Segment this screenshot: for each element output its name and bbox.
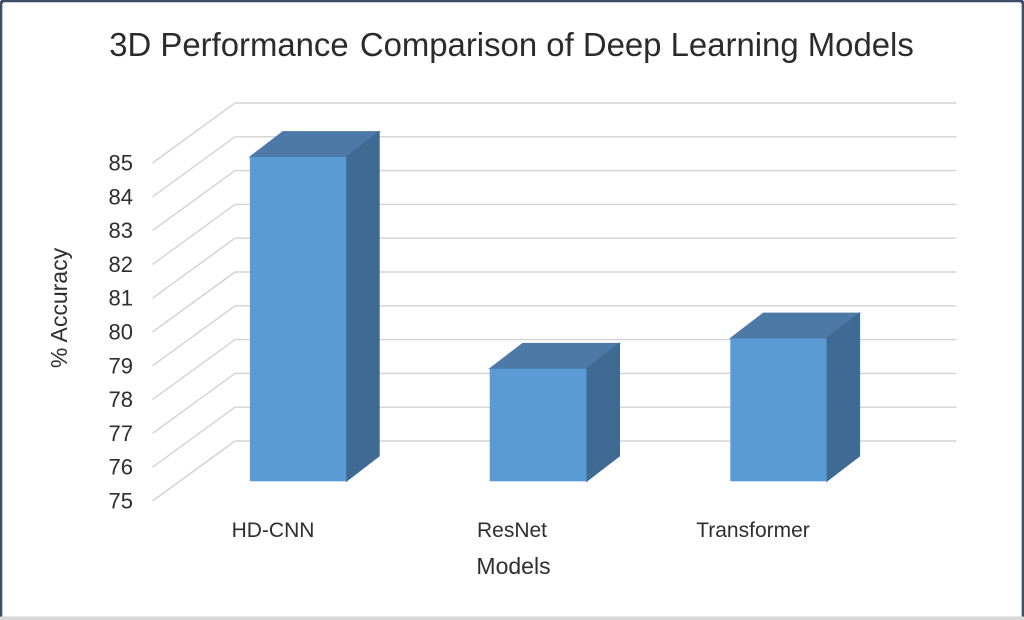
svg-text:81: 81 xyxy=(109,286,133,311)
svg-text:85: 85 xyxy=(109,151,133,176)
svg-text:75: 75 xyxy=(109,489,133,514)
svg-text:ResNet: ResNet xyxy=(477,519,547,542)
svg-text:77: 77 xyxy=(109,421,133,446)
svg-text:80: 80 xyxy=(109,320,133,345)
svg-text:76: 76 xyxy=(109,455,133,480)
svg-text:79: 79 xyxy=(109,353,133,378)
svg-text:3D Performance Comparison of D: 3D Performance Comparison of Deep Learni… xyxy=(109,26,914,63)
svg-text:Transformer: Transformer xyxy=(696,519,810,542)
svg-text:83: 83 xyxy=(109,218,133,243)
svg-text:84: 84 xyxy=(109,184,133,209)
svg-text:78: 78 xyxy=(109,387,133,412)
svg-text:82: 82 xyxy=(109,252,133,277)
svg-text:% Accuracy: % Accuracy xyxy=(46,247,72,368)
svg-text:HD-CNN: HD-CNN xyxy=(232,519,315,542)
svg-text:Models: Models xyxy=(476,553,550,579)
